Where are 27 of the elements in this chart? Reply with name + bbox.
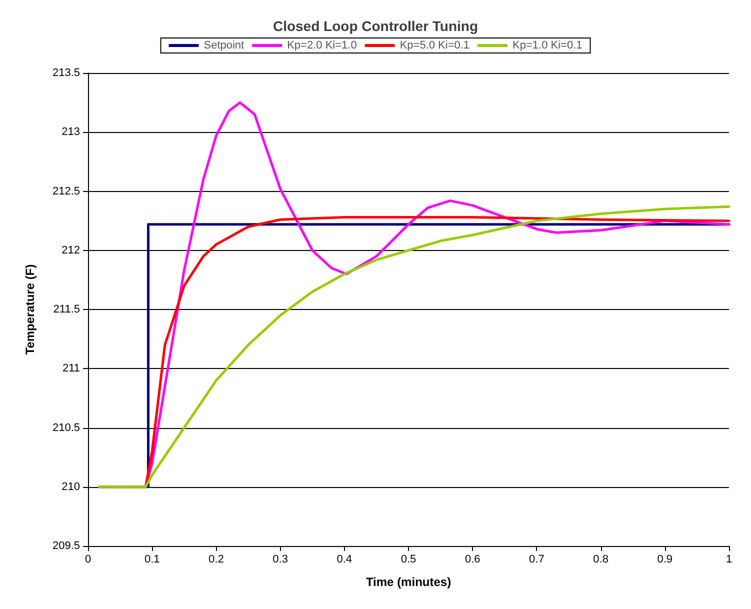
chart-title: Closed Loop Controller Tuning	[272, 18, 478, 34]
y-axis-title: Temperature (F)	[23, 264, 37, 355]
x-tick-label: 0.5	[400, 554, 416, 566]
x-tick-label: 0.7	[529, 554, 544, 566]
x-tick-label: 1	[726, 554, 732, 566]
x-tick-label: 0.9	[657, 554, 673, 566]
y-tick-label: 212.5	[52, 185, 80, 198]
legend-label: Kp=5.0 Ki=0.1	[400, 40, 470, 52]
y-tick-label: 213.5	[52, 67, 80, 79]
y-tick-label: 209.5	[52, 540, 80, 552]
x-tick-label: 0.3	[272, 554, 288, 566]
y-tick-label: 210.5	[52, 422, 80, 434]
legend-label: Setpoint	[204, 40, 244, 52]
y-tick-label: 211.5	[53, 304, 80, 316]
x-tick-label: 0.2	[208, 554, 224, 566]
x-axis-title: Time (minutes)	[366, 575, 452, 589]
y-tick-label: 213	[62, 126, 80, 138]
x-tick-label: 0.4	[336, 554, 352, 566]
x-tick-label: 0	[84, 554, 92, 566]
y-tick-label: 211	[62, 362, 80, 375]
y-tick-label: 210	[62, 480, 80, 493]
legend-label: Kp=2.0 Ki=1.0	[287, 40, 357, 52]
legend-label: Kp=1.0 Ki=0.1	[512, 40, 582, 52]
x-tick-label: 0.6	[464, 554, 480, 566]
y-tick-label: 212	[62, 244, 80, 256]
x-tick-label: 0.8	[593, 554, 608, 566]
x-tick-label: 0.1	[144, 554, 160, 566]
